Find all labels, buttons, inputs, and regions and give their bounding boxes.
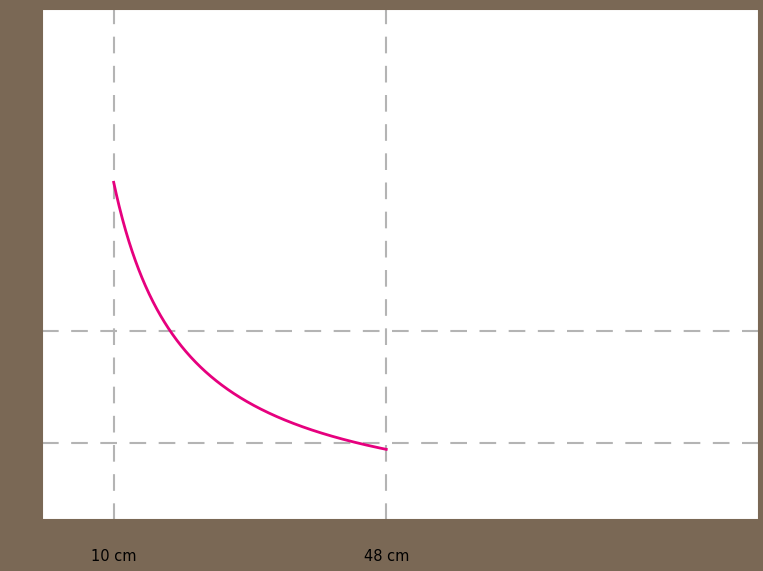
Text: 48 cm: 48 cm: [363, 549, 409, 564]
Text: 10 cm: 10 cm: [91, 549, 137, 564]
